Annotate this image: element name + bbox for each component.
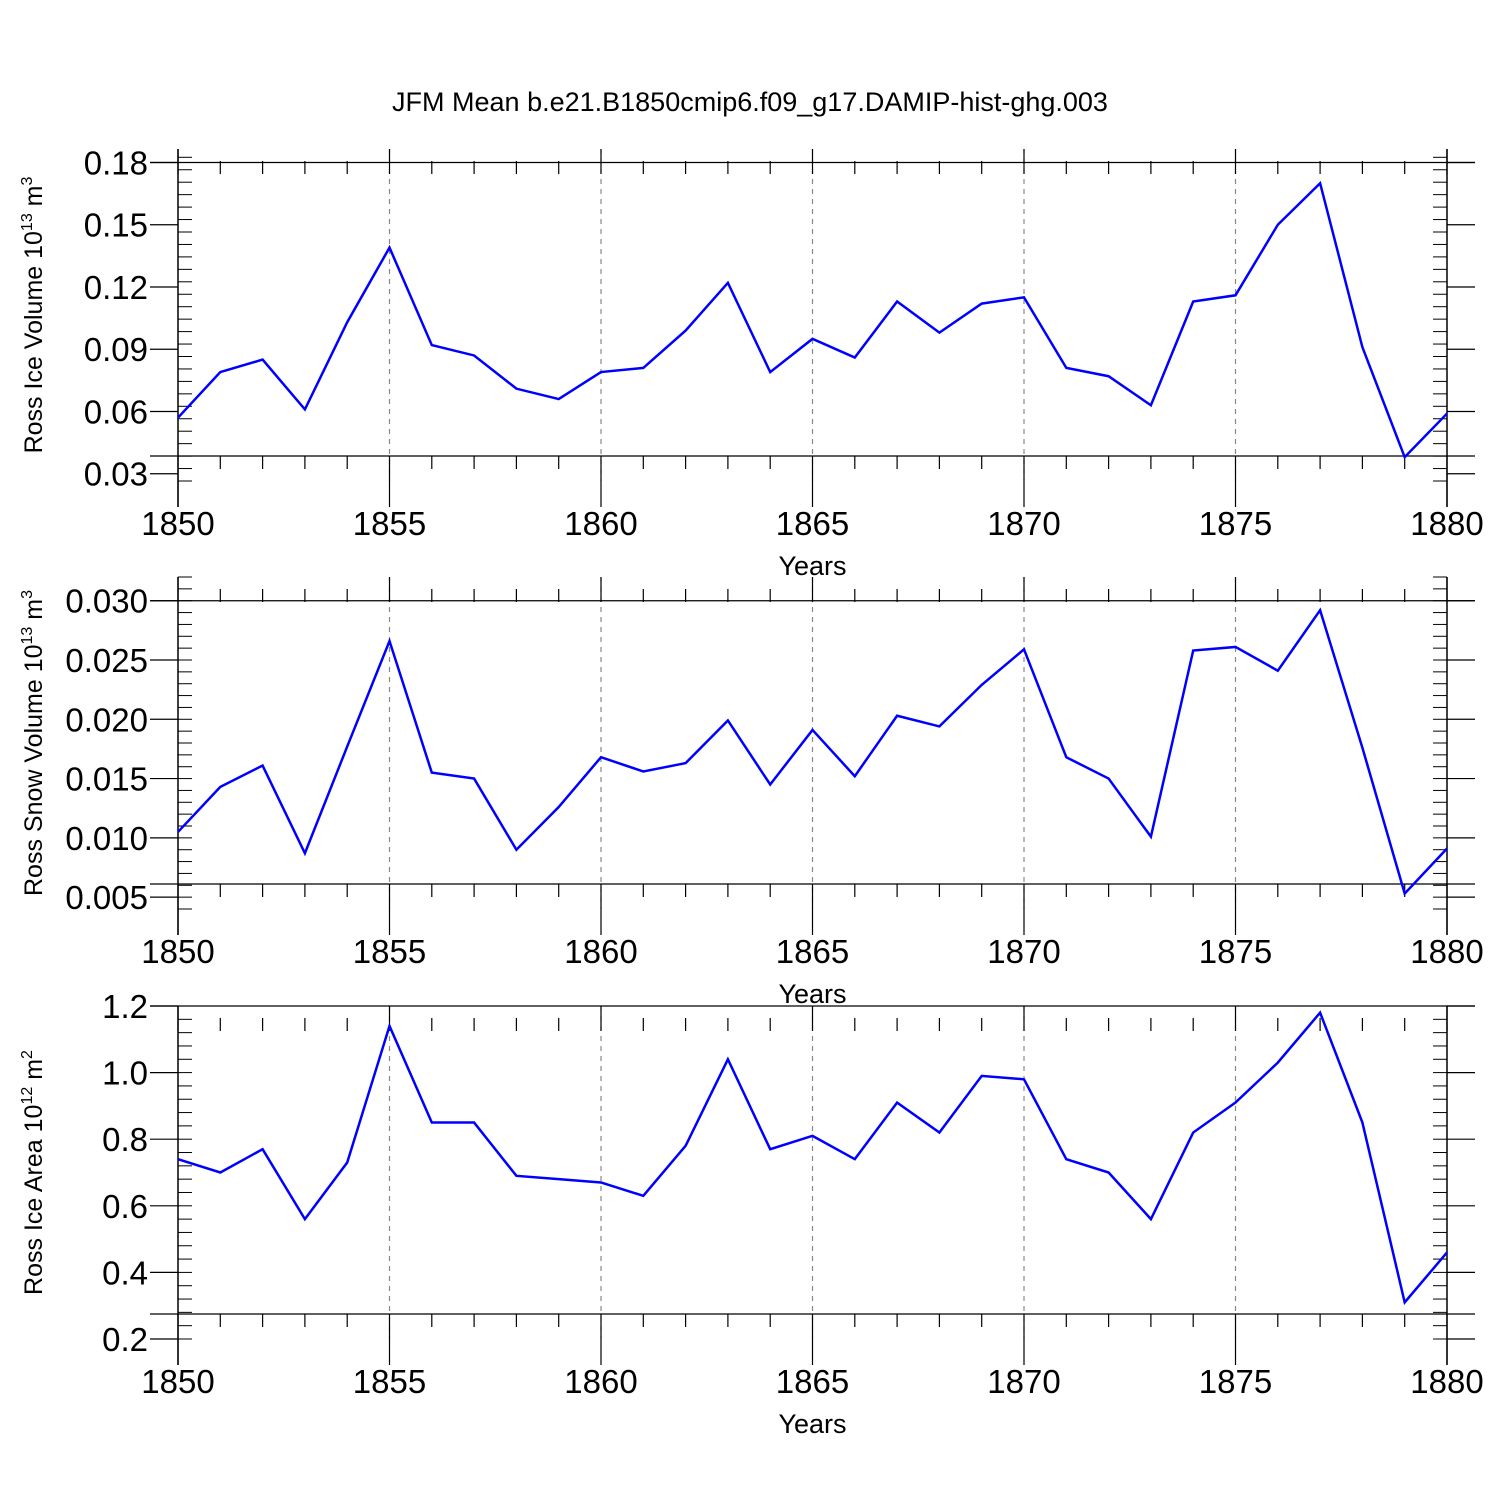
y-tick-label: 0.09: [84, 331, 148, 368]
y-tick-label: 0.12: [84, 269, 148, 306]
y-axis-label: Ross Ice Area 1012 m2: [19, 1050, 48, 1295]
x-tick-label: 1855: [353, 933, 426, 970]
x-tick-label: 1860: [564, 1363, 637, 1400]
y-tick-label: 0.025: [65, 642, 148, 679]
y-tick-label: 0.18: [84, 144, 148, 181]
y-tick-label: 0.010: [65, 820, 148, 857]
y-tick-label: 0.020: [65, 701, 148, 738]
y-tick-label: 0.4: [102, 1254, 148, 1291]
y-tick-label: 0.6: [102, 1188, 148, 1225]
y-tick-label: 0.06: [84, 393, 148, 430]
x-tick-label: 1875: [1199, 933, 1272, 970]
x-tick-label: 1870: [987, 505, 1060, 542]
y-tick-label: 0.8: [102, 1121, 148, 1158]
y-tick-label: 0.03: [84, 456, 148, 493]
x-tick-label: 1850: [141, 1363, 214, 1400]
panels: 1850 1855 1860 1865 1870 1875 1880 Years 0.03 0.0…: [19, 144, 1484, 1439]
x-tick-label: 1880: [1410, 933, 1483, 970]
y-tick-label: 0.030: [65, 583, 148, 620]
y-axis-label: Ross Snow Volume 1013 m3: [19, 590, 48, 896]
x-tick-label: 1875: [1199, 505, 1272, 542]
x-tick-label: 1865: [776, 505, 849, 542]
y-tick-label: 0.15: [84, 207, 148, 244]
panel-2: 1850 1855 1860 1865 1870 1875 1880 Years 0.005 0.…: [19, 576, 1484, 1009]
y-tick-label: 0.015: [65, 761, 148, 798]
y-tick-label: 0.2: [102, 1321, 148, 1358]
y-axis-label: Ross Ice Volume 1013 m3: [19, 176, 48, 453]
x-axis-label: Years: [778, 1409, 846, 1439]
x-tick-label: 1865: [776, 933, 849, 970]
y-tick-label: 1.2: [102, 988, 148, 1025]
x-tick-label: 1855: [353, 1363, 426, 1400]
chart-title: JFM Mean b.e21.B1850cmip6.f09_g17.DAMIP-…: [392, 87, 1108, 117]
x-tick-label: 1880: [1410, 1363, 1483, 1400]
panel-3: 1850 1855 1860 1865 1870 1875 1880 Years 0.2 0.4 0…: [19, 988, 1484, 1439]
x-axis-label: Years: [778, 979, 846, 1009]
x-tick-label: 1860: [564, 505, 637, 542]
x-axis-label: Years: [778, 551, 846, 581]
x-tick-label: 1860: [564, 933, 637, 970]
x-tick-label: 1870: [987, 933, 1060, 970]
x-tick-label: 1865: [776, 1363, 849, 1400]
x-tick-label: 1855: [353, 505, 426, 542]
x-tick-label: 1850: [141, 505, 214, 542]
panel-1: 1850 1855 1860 1865 1870 1875 1880 Years 0.03 0.0…: [19, 144, 1484, 581]
y-tick-label: 0.005: [65, 879, 148, 916]
x-tick-label: 1870: [987, 1363, 1060, 1400]
x-tick-label: 1875: [1199, 1363, 1272, 1400]
x-tick-label: 1880: [1410, 505, 1483, 542]
y-tick-label: 1.0: [102, 1055, 148, 1092]
x-tick-label: 1850: [141, 933, 214, 970]
